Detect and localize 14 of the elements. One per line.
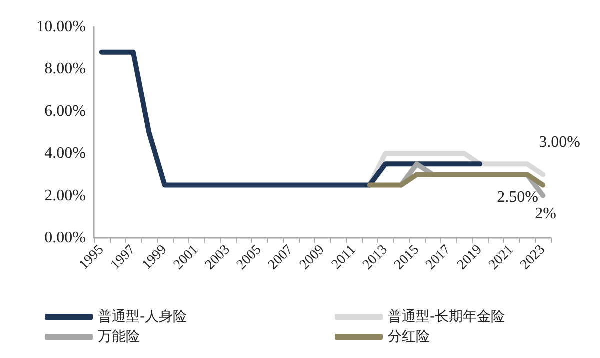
y-tick-label: 2.00% <box>44 187 86 204</box>
x-tick-label: 2011 <box>329 242 360 273</box>
y-tick-label: 0.00% <box>44 230 86 246</box>
y-tick-label: 4.00% <box>44 145 86 162</box>
y-tick-label: 10.00% <box>36 18 86 36</box>
legend-label: 万能险 <box>98 329 140 345</box>
y-tick-label: 8.00% <box>44 60 86 78</box>
data-label: 2.50% <box>497 188 538 206</box>
data-label: 2% <box>535 205 556 222</box>
legend-label: 普通型-长期年金险 <box>388 308 506 325</box>
data-label: 3.00% <box>539 134 580 152</box>
y-tick-label: 6.00% <box>44 102 86 120</box>
legend-label: 普通型-人身险 <box>98 308 188 325</box>
legend-label: 分红险 <box>388 329 430 345</box>
